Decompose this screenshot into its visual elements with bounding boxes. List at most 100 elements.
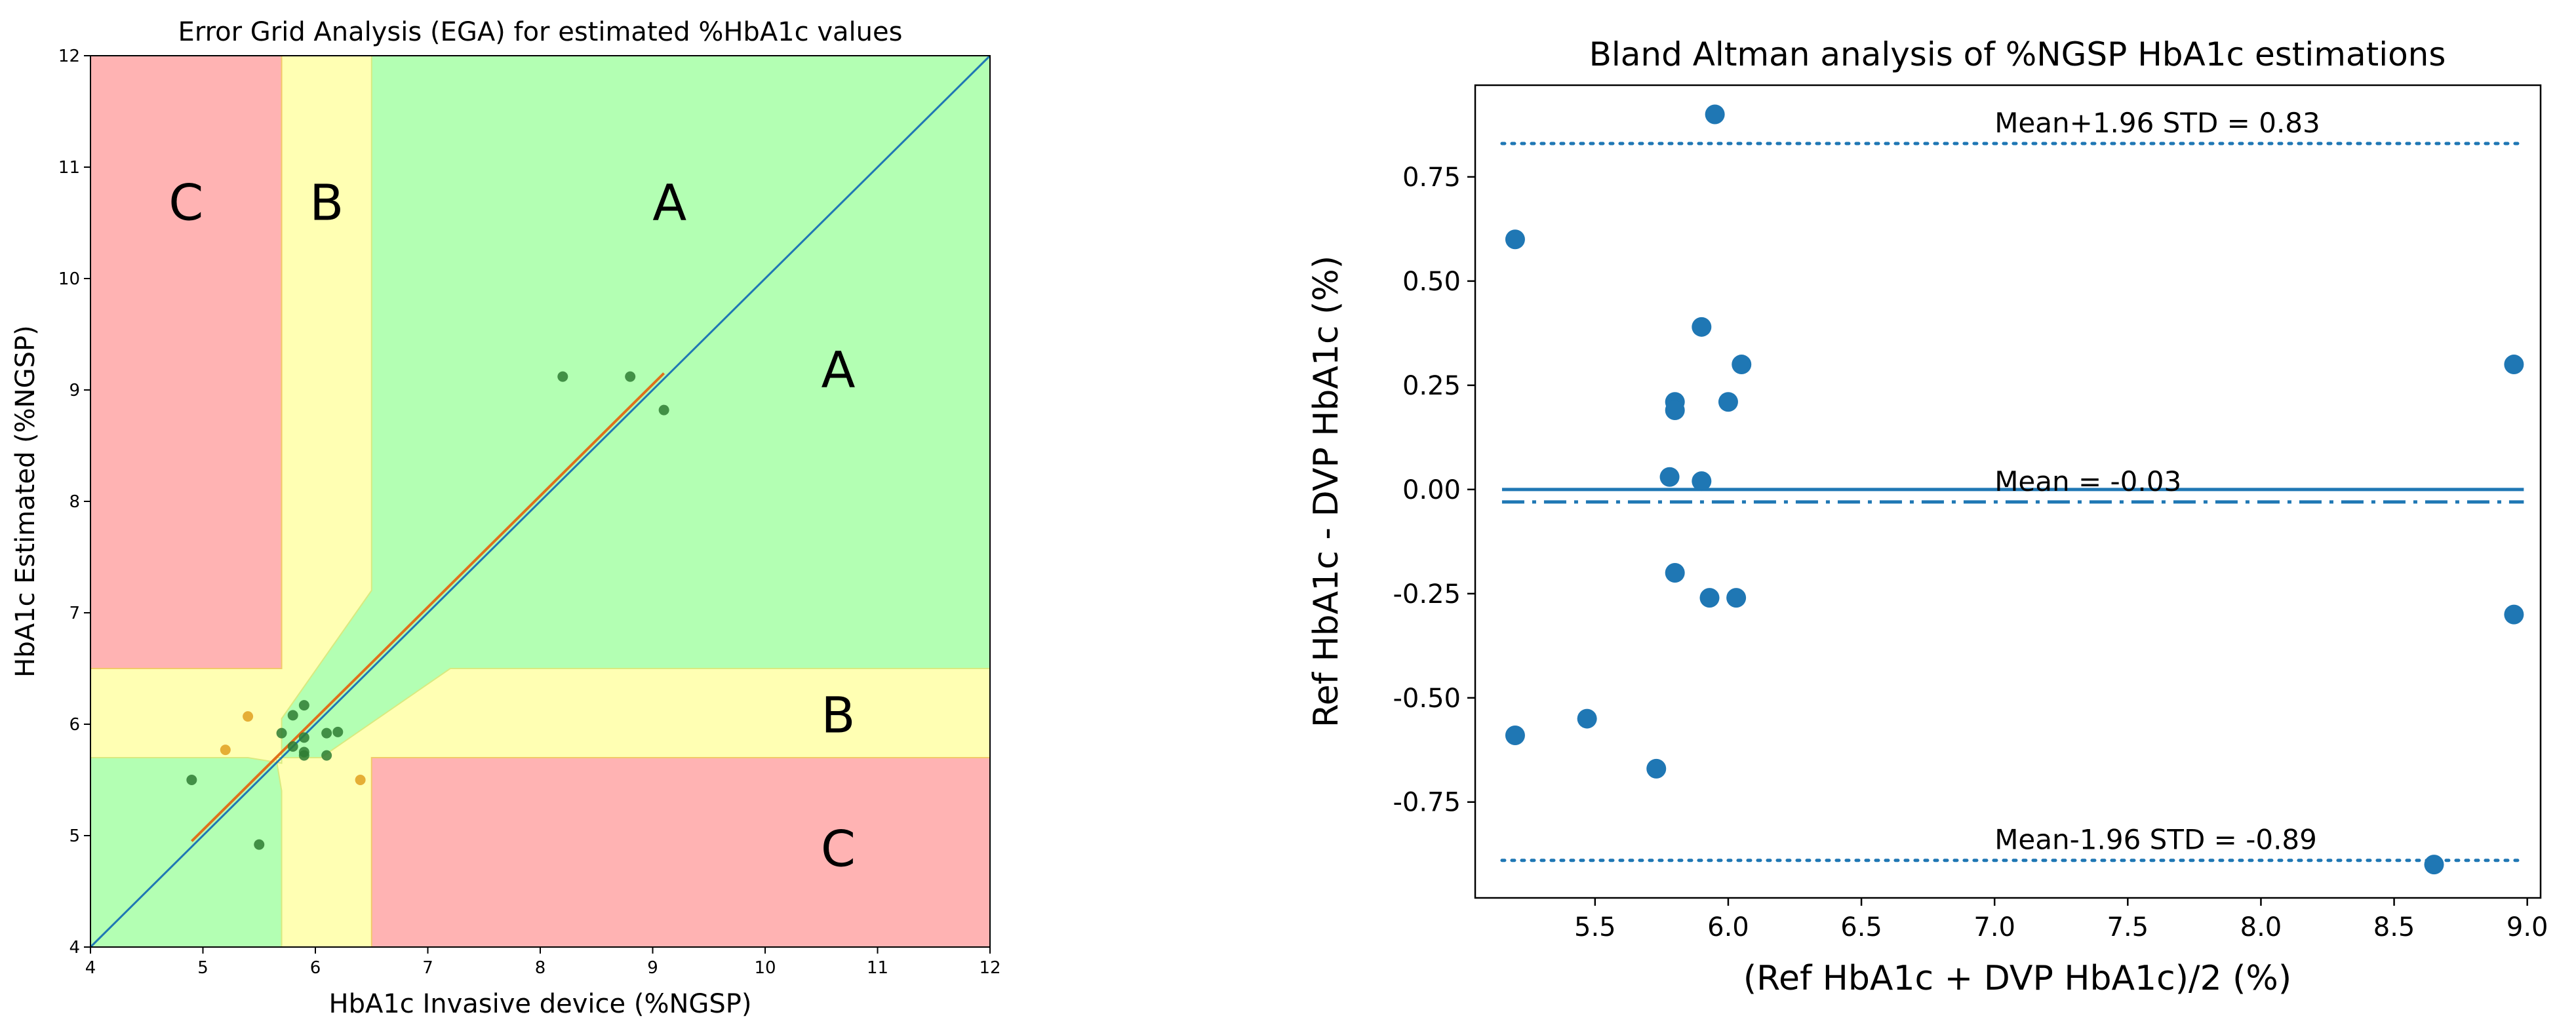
ega-xtick-label: 5 [197, 958, 208, 978]
ega-point [557, 371, 568, 382]
ega-ytick-label: 5 [69, 826, 80, 846]
ba-point [2504, 355, 2524, 375]
ba-ylabel: Ref HbA1c - DVP HbA1c (%) [1307, 256, 1346, 727]
ba-point [1505, 229, 1525, 250]
ba-ytick-label: 0.25 [1402, 371, 1461, 401]
ega-point [287, 741, 298, 752]
ega-point [276, 727, 287, 739]
ega-ytick-label: 7 [69, 604, 80, 623]
ega-xlabel: HbA1c Invasive device (%NGSP) [328, 989, 751, 1019]
ega-zone-label: A [652, 173, 686, 231]
ega-ytick-label: 4 [69, 938, 80, 958]
ba-plot-area: Mean+1.96 STD = 0.83 Mean = -0.03 Mean-1.9… [1500, 104, 2526, 875]
ega-xtick-label: 6 [310, 958, 321, 978]
ba-x-ticks: 5.5 6.0 6.5 7.0 7.5 8.0 8.5 9.0 [1574, 898, 2548, 942]
ba-point [1646, 758, 1667, 779]
ba-point [1699, 588, 1720, 608]
ba-point [1577, 708, 1597, 729]
ba-ytick-label: 0.00 [1402, 475, 1461, 505]
ba-xtick-label: 8.0 [2240, 912, 2282, 942]
ega-zone-label: A [821, 340, 855, 398]
ega-point [321, 727, 332, 739]
ba-xtick-label: 8.5 [2373, 912, 2415, 942]
ega-ytick-label: 8 [69, 492, 80, 512]
ega-xtick-label: 4 [85, 958, 96, 978]
ba-y-ticks: -0.75 -0.50 -0.25 0.00 0.25 0.50 0.75 [1393, 163, 1475, 818]
ega-zone-label: B [821, 686, 855, 744]
ba-xlabel: (Ref HbA1c + DVP HbA1c)/2 (%) [1743, 959, 2291, 998]
ega-point [254, 839, 265, 850]
ba-ytick-label: -0.25 [1393, 579, 1461, 610]
ega-plot-area: C B A A B C [89, 54, 991, 948]
ega-point [625, 371, 636, 382]
ba-point [1505, 726, 1525, 745]
ba-xtick-label: 5.5 [1574, 912, 1616, 942]
ega-ylabel: HbA1c Estimated (%NGSP) [10, 325, 41, 677]
ba-ytick-label: 0.75 [1402, 163, 1461, 193]
ega-point [298, 700, 309, 711]
ba-point [2424, 855, 2444, 875]
ba-annotation: Mean-1.96 STD = -0.89 [1994, 824, 2317, 856]
ega-x-ticks: 4 5 6 7 8 9 10 11 12 [85, 947, 1001, 978]
ega-point [298, 746, 309, 758]
ba-ytick-label: 0.50 [1402, 267, 1461, 297]
ba-xtick-label: 7.5 [2107, 912, 2149, 942]
ega-zone-border [90, 56, 283, 669]
ba-annotation: Mean+1.96 STD = 0.83 [1994, 107, 2320, 139]
bland-altman-chart: Bland Altman analysis of %NGSP HbA1c est… [1307, 35, 2548, 998]
ega-ytick-label: 10 [58, 269, 80, 289]
ba-ytick-label: -0.75 [1393, 788, 1461, 818]
ba-point [1659, 467, 1680, 487]
ba-xtick-label: 6.0 [1707, 912, 1749, 942]
ega-point [220, 745, 231, 756]
ega-zone-label: B [309, 173, 344, 231]
ega-zone-label: C [821, 819, 856, 878]
ega-ytick-label: 6 [69, 715, 80, 735]
ba-point [1718, 392, 1738, 412]
ba-point [1726, 588, 1747, 608]
ega-xtick-label: 8 [535, 958, 546, 978]
ega-identity-line [89, 54, 991, 948]
ba-xtick-label: 6.5 [1840, 912, 1882, 942]
ba-point [2504, 604, 2524, 625]
ega-point [321, 750, 332, 761]
ba-ytick-label: -0.50 [1393, 684, 1461, 714]
ba-title: Bland Altman analysis of %NGSP HbA1c est… [1589, 35, 2446, 73]
ba-point [1692, 317, 1712, 337]
ega-zone-border [370, 757, 990, 947]
ega-chart: Error Grid Analysis (EGA) for estimated … [10, 17, 1001, 1019]
ba-xtick-label: 9.0 [2507, 912, 2548, 942]
ega-point [298, 732, 309, 743]
ba-point [1705, 104, 1725, 125]
ega-ytick-label: 12 [58, 47, 80, 66]
ba-xtick-label: 7.0 [1973, 912, 2015, 942]
ega-title: Error Grid Analysis (EGA) for estimated … [178, 17, 903, 47]
ega-point [658, 404, 669, 416]
ba-point [1732, 355, 1752, 375]
ega-point [332, 726, 344, 737]
ega-xtick-label: 9 [647, 958, 658, 978]
ega-xtick-label: 11 [867, 958, 888, 978]
ega-point [243, 711, 254, 722]
ba-point [1692, 471, 1712, 492]
ega-point [355, 775, 366, 785]
ba-point [1665, 400, 1685, 420]
ega-xtick-label: 10 [754, 958, 776, 978]
ega-zone-border [90, 56, 372, 764]
ega-zone-label: C [168, 173, 203, 231]
ega-y-ticks: 4 5 6 7 8 9 10 11 12 [58, 47, 90, 958]
ba-frame [1474, 84, 2542, 899]
ega-point [287, 710, 298, 721]
ega-ytick-label: 9 [69, 381, 80, 400]
ega-point [186, 775, 197, 785]
ega-zone-border [275, 668, 990, 947]
ega-zone-c-lower [371, 757, 991, 948]
ba-annotation: Mean = -0.03 [1994, 465, 2181, 497]
ega-xtick-label: 7 [422, 958, 433, 978]
ega-ytick-label: 11 [58, 158, 80, 178]
ega-zone-c-upper [90, 55, 283, 669]
ba-point [1665, 563, 1685, 583]
ega-fit-line [190, 372, 665, 842]
ega-xtick-label: 12 [979, 958, 1001, 978]
